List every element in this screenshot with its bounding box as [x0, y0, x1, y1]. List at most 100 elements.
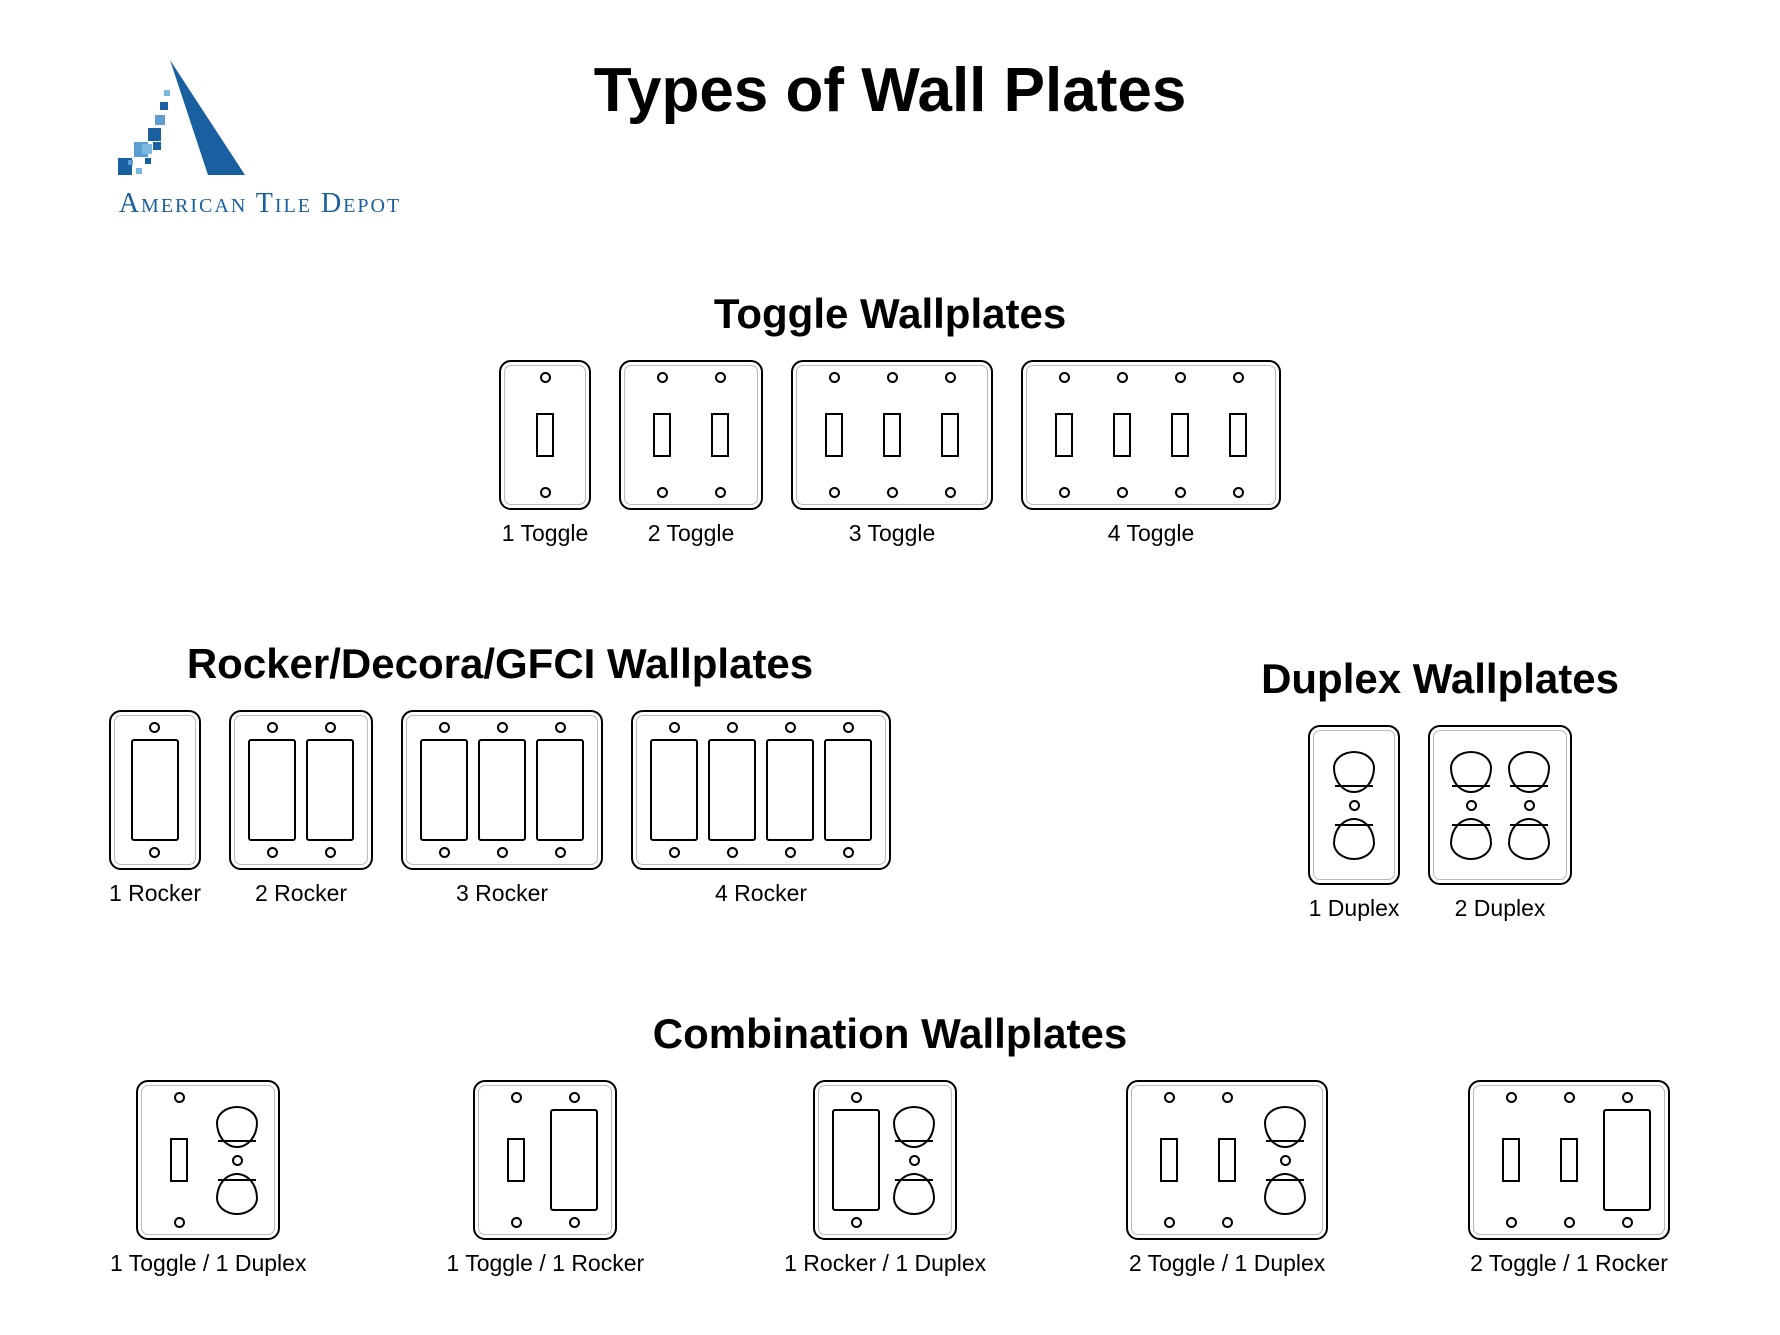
wallplate-icon — [109, 710, 201, 870]
screw-icon — [439, 722, 450, 733]
plate-caption: 2 Toggle / 1 Rocker — [1470, 1250, 1668, 1277]
screw-icon — [1233, 372, 1244, 383]
screw-icon — [1524, 800, 1535, 811]
screw-icon — [1059, 487, 1070, 498]
toggle-slot-icon — [1160, 1138, 1178, 1182]
screw-icon — [909, 1155, 920, 1166]
wallplate-icon — [499, 360, 591, 510]
outlet-icon — [893, 1173, 935, 1215]
screw-icon — [829, 372, 840, 383]
screw-icon — [439, 847, 450, 858]
plate-caption: 3 Rocker — [456, 880, 548, 907]
screw-icon — [569, 1092, 580, 1103]
toggle-slot-icon — [1502, 1138, 1520, 1182]
rocker-slot-icon — [420, 739, 468, 841]
duplex-gang — [1500, 727, 1558, 883]
rocker-row: 1 Rocker2 Rocker3 Rocker4 Rocker — [40, 710, 960, 907]
outlet-icon — [1333, 818, 1375, 860]
section-title-combination: Combination Wallplates — [0, 1010, 1780, 1058]
toggle-slot-icon — [507, 1138, 525, 1182]
toggle-gang — [805, 362, 863, 508]
toggle-gang — [921, 362, 979, 508]
screw-icon — [1117, 372, 1128, 383]
rocker-gang — [703, 712, 761, 868]
duplex-row: 1 Duplex 2 Duplex — [1180, 725, 1700, 922]
screw-icon — [727, 847, 738, 858]
plate-item: 4 Toggle — [1021, 360, 1281, 547]
section-duplex: Duplex Wallplates 1 Duplex2 Duplex — [1180, 655, 1700, 922]
toggle-slot-icon — [825, 413, 843, 457]
screw-icon — [569, 1217, 580, 1228]
screw-icon — [1466, 800, 1477, 811]
section-rocker: Rocker/Decora/GFCI Wallplates 1 Rocker 2 … — [40, 640, 960, 907]
wallplate-icon — [791, 360, 993, 510]
toggle-gang — [633, 362, 691, 508]
screw-icon — [1564, 1217, 1575, 1228]
toggle-gang — [1540, 1082, 1598, 1238]
plate-item: 1 Rocker — [109, 710, 201, 907]
screw-icon — [785, 847, 796, 858]
brand-logo: American Tile Depot — [70, 60, 450, 220]
screw-icon — [843, 722, 854, 733]
rocker-gang — [415, 712, 473, 868]
plate-caption: 2 Duplex — [1455, 895, 1546, 922]
toggle-slot-icon — [1218, 1138, 1236, 1182]
screw-icon — [1506, 1217, 1517, 1228]
toggle-gang — [487, 1082, 545, 1238]
duplex-gang — [208, 1082, 266, 1238]
plate-caption: 4 Toggle — [1108, 520, 1195, 547]
outlet-icon — [893, 1106, 935, 1148]
toggle-gang — [1035, 362, 1093, 508]
duplex-gang — [1256, 1082, 1314, 1238]
screw-icon — [945, 487, 956, 498]
toggle-slot-icon — [1560, 1138, 1578, 1182]
rocker-slot-icon — [306, 739, 354, 841]
rocker-gang — [126, 712, 184, 868]
toggle-slot-icon — [941, 413, 959, 457]
wallplate-icon — [401, 710, 603, 870]
wallplate-icon — [1428, 725, 1572, 885]
section-title-toggle: Toggle Wallplates — [0, 290, 1780, 338]
plate-caption: 3 Toggle — [849, 520, 936, 547]
rocker-gang — [761, 712, 819, 868]
screw-icon — [1175, 372, 1186, 383]
screw-icon — [887, 487, 898, 498]
toggle-slot-icon — [653, 413, 671, 457]
combination-row: 1 Toggle / 1 Duplex1 Toggle / 1 Rocker1 … — [0, 1080, 1780, 1277]
screw-icon — [669, 847, 680, 858]
brand-name: American Tile Depot — [70, 188, 450, 220]
plate-caption: 1 Rocker / 1 Duplex — [784, 1250, 986, 1277]
outlet-icon — [216, 1173, 258, 1215]
rocker-slot-icon — [708, 739, 756, 841]
screw-icon — [851, 1217, 862, 1228]
screw-icon — [511, 1217, 522, 1228]
rocker-slot-icon — [248, 739, 296, 841]
plate-caption: 2 Toggle — [648, 520, 735, 547]
rocker-slot-icon — [1603, 1109, 1651, 1211]
plate-item: 2 Toggle — [619, 360, 763, 547]
toggle-gang — [863, 362, 921, 508]
section-title-rocker: Rocker/Decora/GFCI Wallplates — [40, 640, 960, 688]
screw-icon — [540, 372, 551, 383]
screw-icon — [174, 1217, 185, 1228]
toggle-gang — [1209, 362, 1267, 508]
screw-icon — [727, 722, 738, 733]
plate-caption: 1 Toggle — [502, 520, 589, 547]
screw-icon — [843, 847, 854, 858]
rocker-gang — [301, 712, 359, 868]
rocker-slot-icon — [832, 1109, 880, 1211]
plate-caption: 2 Toggle / 1 Duplex — [1129, 1250, 1326, 1277]
screw-icon — [1349, 800, 1360, 811]
plate-item: 2 Rocker — [229, 710, 373, 907]
plate-caption: 2 Rocker — [255, 880, 347, 907]
wallplate-icon — [229, 710, 373, 870]
plate-item: 1 Toggle — [499, 360, 591, 547]
outlet-icon — [1450, 751, 1492, 793]
rocker-gang — [243, 712, 301, 868]
toggle-slot-icon — [536, 413, 554, 457]
plate-caption: 1 Rocker — [109, 880, 201, 907]
wallplate-icon — [631, 710, 891, 870]
screw-icon — [1164, 1092, 1175, 1103]
screw-icon — [1117, 487, 1128, 498]
plate-caption: 1 Duplex — [1309, 895, 1400, 922]
